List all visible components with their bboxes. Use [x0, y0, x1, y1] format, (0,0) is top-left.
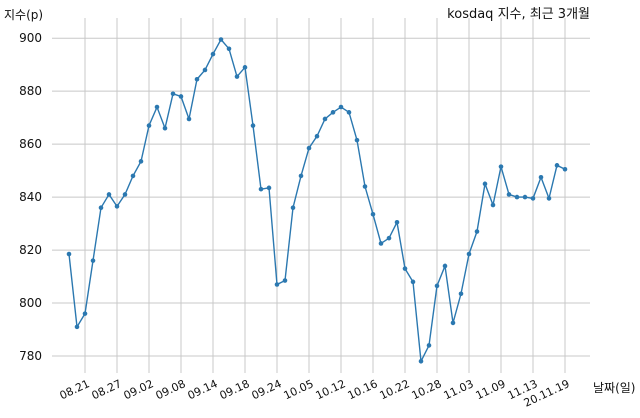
data-point	[466, 251, 472, 257]
data-point	[378, 241, 384, 246]
data-point	[298, 173, 304, 179]
data-point	[514, 194, 520, 200]
data-point	[242, 65, 248, 70]
data-point	[226, 46, 232, 52]
data-point	[114, 204, 120, 209]
data-point	[210, 51, 216, 57]
data-point	[138, 159, 144, 164]
x-tick-label: 10.05	[282, 377, 316, 402]
data-point	[82, 311, 88, 316]
data-point	[490, 202, 496, 208]
data-point	[162, 125, 168, 131]
data-point	[194, 76, 200, 82]
y-tick-label: 880	[19, 84, 42, 98]
data-point	[410, 279, 416, 285]
data-point	[90, 258, 96, 263]
data-point	[418, 359, 424, 364]
data-point	[154, 104, 160, 110]
data-point	[314, 133, 320, 139]
data-point	[306, 145, 312, 151]
y-tick-label: 800	[19, 296, 42, 310]
data-point	[394, 219, 400, 225]
x-tick-label: 09.08	[154, 377, 188, 402]
x-tick-label: 10.22	[378, 377, 412, 402]
y-tick-label: 860	[19, 137, 42, 151]
y-axis-label: 지수(p)	[4, 8, 43, 22]
data-point	[98, 205, 104, 210]
data-point	[442, 263, 448, 269]
data-point	[354, 137, 360, 143]
data-point	[538, 174, 544, 180]
data-point	[554, 163, 560, 168]
data-point	[266, 185, 272, 191]
data-point	[218, 37, 224, 42]
data-point	[106, 192, 112, 197]
y-tick-label: 820	[19, 243, 42, 257]
data-point	[522, 194, 528, 200]
series-layer	[66, 37, 568, 364]
data-point	[170, 91, 176, 97]
x-tick-label: 10.28	[410, 377, 444, 402]
x-tick-label: 08.21	[58, 377, 92, 402]
data-point	[186, 116, 192, 122]
data-point	[362, 184, 368, 189]
data-point	[146, 123, 152, 128]
data-point	[178, 94, 184, 99]
data-point	[74, 324, 80, 330]
y-tick-label: 900	[19, 31, 42, 45]
data-point	[234, 74, 240, 79]
data-point	[370, 212, 376, 217]
x-tick-label: 09.24	[250, 377, 284, 402]
data-point	[386, 235, 392, 241]
y-tick-label: 840	[19, 190, 42, 204]
x-axis-label: 날짜(일)	[593, 381, 635, 395]
data-point	[450, 320, 456, 326]
data-point	[322, 116, 328, 122]
data-point	[290, 205, 296, 210]
data-point	[530, 196, 536, 201]
data-point	[258, 186, 264, 192]
data-point	[250, 123, 256, 128]
series-line	[68, 38, 566, 364]
data-point	[330, 110, 336, 115]
data-point	[474, 229, 480, 234]
data-point	[562, 166, 568, 172]
data-point	[482, 181, 488, 187]
x-tick-label: 11.03	[442, 377, 476, 402]
data-point	[426, 343, 432, 348]
x-tick-label: 10.16	[346, 377, 380, 402]
x-tick-label: 09.02	[122, 377, 156, 402]
x-tick-label: 10.12	[314, 377, 348, 402]
y-tick-labels: 780 800 820 840 860 880 900	[19, 31, 42, 363]
data-point	[346, 110, 352, 115]
grid-lines	[52, 18, 590, 373]
data-point	[506, 192, 512, 197]
data-point	[338, 104, 344, 110]
y-tick-label: 780	[19, 349, 42, 363]
data-point	[274, 282, 280, 287]
x-tick-label: 11.09	[474, 377, 508, 402]
x-tick-label: 08.27	[90, 377, 124, 402]
data-point	[498, 164, 504, 169]
data-point	[546, 196, 552, 201]
data-point	[202, 67, 208, 73]
data-point	[402, 266, 408, 271]
data-point	[122, 192, 128, 197]
data-point	[458, 291, 464, 297]
x-tick-label: 09.14	[186, 377, 220, 402]
data-point	[130, 173, 136, 179]
x-tick-label: 09.18	[218, 377, 252, 402]
data-point	[282, 278, 288, 283]
data-point	[434, 283, 440, 289]
chart-title: kosdaq 지수, 최근 3개월	[447, 7, 590, 22]
data-point	[66, 251, 72, 257]
x-tick-labels: 08.2108.2709.0209.0809.1409.1809.2410.05…	[58, 377, 572, 409]
